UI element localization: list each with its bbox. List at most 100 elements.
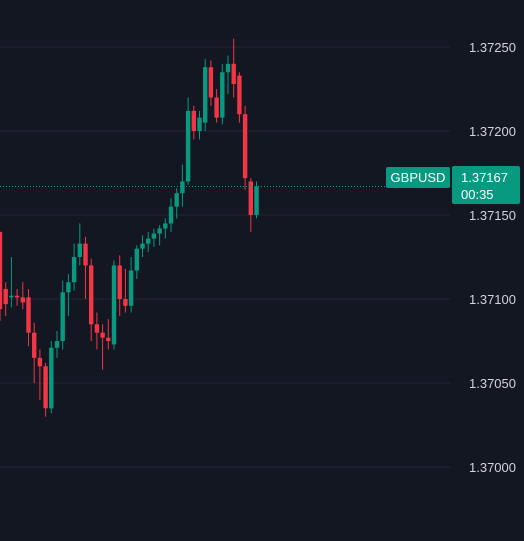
candle-body: [106, 337, 111, 342]
candle-body: [32, 332, 37, 358]
candle: [231, 38, 236, 98]
candle-body: [0, 231, 3, 310]
candle: [77, 223, 82, 266]
candle-body: [54, 341, 60, 348]
y-tick-label: 1.37100: [469, 292, 516, 307]
candle-body: [242, 114, 248, 179]
candle: [128, 257, 134, 313]
candle: [49, 341, 54, 414]
candle: [0, 231, 3, 321]
candle: [248, 178, 253, 232]
candle-body: [77, 243, 82, 258]
candle-body: [163, 223, 168, 229]
candle-body: [237, 75, 242, 115]
candle-body: [254, 186, 259, 216]
candle: [106, 319, 111, 350]
candle-body: [174, 193, 179, 207]
candle: [242, 105, 248, 190]
last-price-label: 1.37167: [461, 170, 508, 185]
candle: [26, 288, 31, 347]
candle: [89, 258, 94, 342]
candle: [163, 218, 168, 239]
candle-body: [134, 248, 139, 271]
candle-body: [14, 295, 20, 298]
candle: [140, 235, 145, 258]
candle-body: [168, 206, 174, 224]
candle-body: [20, 297, 25, 303]
candle-body: [66, 282, 71, 293]
y-tick-label: 1.37250: [469, 40, 516, 55]
candle: [43, 362, 48, 417]
candle-body: [9, 295, 14, 298]
candle-body: [203, 67, 208, 123]
candle: [66, 273, 71, 316]
candle: [9, 257, 14, 308]
candle: [220, 63, 225, 125]
candle-body: [89, 265, 94, 325]
candle: [151, 228, 157, 247]
candle: [14, 288, 20, 306]
candle-body: [140, 243, 145, 249]
candle-body: [111, 265, 117, 345]
candle-body: [60, 292, 65, 342]
candle-body: [214, 97, 219, 118]
last-price-tag: 1.37167 00:35: [452, 166, 520, 204]
y-tick-label: 1.37200: [469, 124, 516, 139]
candle-body: [146, 238, 151, 244]
candle: [123, 268, 128, 313]
candle: [203, 58, 208, 132]
candle-body: [208, 67, 214, 98]
symbol-tag: GBPUSD: [386, 167, 450, 188]
candles: [0, 38, 259, 417]
candle: [83, 236, 88, 300]
candle-body: [94, 324, 100, 333]
candle-body: [100, 332, 105, 338]
candle: [37, 349, 43, 400]
candle-body: [3, 288, 8, 305]
candle-body: [43, 366, 48, 409]
candle-body: [157, 228, 162, 234]
candle-body: [37, 357, 43, 367]
candle: [237, 72, 242, 123]
candle-body: [248, 181, 253, 216]
candle: [208, 60, 214, 106]
candle: [54, 330, 60, 358]
candle: [254, 181, 259, 219]
candle: [225, 55, 231, 95]
candle-body: [117, 265, 122, 300]
candle: [157, 225, 162, 246]
countdown-label: 00:35: [461, 187, 494, 202]
candle-body: [71, 257, 77, 283]
symbol-tag-background: [386, 167, 450, 188]
candle: [71, 243, 77, 291]
candle: [214, 89, 219, 123]
candle-body: [220, 72, 225, 118]
candle: [146, 231, 151, 253]
candle: [100, 324, 105, 370]
candle: [168, 198, 174, 232]
candle: [20, 282, 25, 310]
candle: [32, 322, 37, 384]
y-tick-label: 1.37000: [469, 460, 516, 475]
candle-body: [151, 233, 157, 239]
candle: [94, 312, 100, 350]
candle-body: [231, 63, 236, 85]
candle: [117, 255, 122, 316]
candle: [185, 97, 191, 185]
candle: [60, 280, 65, 350]
candle-body: [123, 299, 128, 306]
candle: [180, 164, 185, 207]
price-axis[interactable]: 1.37250 1.37200 1.37150 1.37100 1.37050 1.370…: [469, 40, 516, 541]
candle-body: [197, 117, 202, 132]
candle: [174, 188, 179, 219]
candle-body: [225, 63, 231, 73]
candle: [197, 110, 202, 140]
last-price-tag-background: [452, 166, 520, 204]
y-tick-label: 1.37050: [469, 376, 516, 391]
grid-lines: [0, 46, 450, 468]
candle-body: [83, 243, 88, 266]
candle-body: [49, 347, 54, 409]
candle-body: [26, 297, 31, 333]
